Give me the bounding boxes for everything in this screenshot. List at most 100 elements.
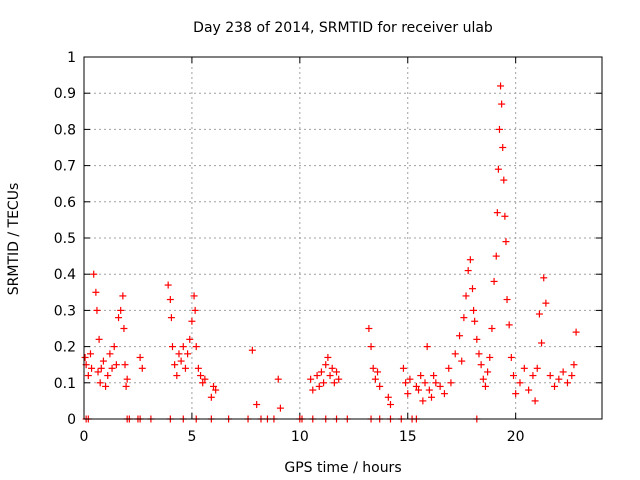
data-point: [568, 372, 576, 380]
data-point: [322, 361, 330, 369]
data-point: [201, 375, 209, 383]
grid-lines: [84, 57, 602, 419]
data-point: [173, 372, 181, 380]
data-point: [445, 364, 453, 372]
data-point: [479, 375, 487, 383]
data-point: [371, 375, 379, 383]
data-point: [324, 353, 332, 361]
data-point: [470, 306, 478, 314]
y-tick-label: 0.7: [54, 159, 76, 175]
data-point: [440, 390, 448, 398]
data-point: [102, 382, 110, 390]
data-point: [121, 361, 129, 369]
data-point: [122, 382, 130, 390]
data-point: [512, 390, 520, 398]
data-point: [473, 335, 481, 343]
data-point: [210, 382, 217, 390]
data-point: [501, 212, 509, 220]
data-point: [399, 364, 407, 372]
data-point: [419, 397, 427, 405]
data-point: [458, 357, 466, 365]
data-point: [551, 382, 559, 390]
y-tick-label: 0.4: [54, 267, 76, 283]
data-point: [90, 270, 98, 278]
data-point: [559, 368, 567, 376]
data-point: [498, 100, 506, 108]
data-point: [507, 353, 515, 361]
data-point: [136, 353, 144, 361]
data-point: [84, 372, 92, 380]
data-point: [386, 401, 394, 409]
data-point: [274, 375, 282, 383]
x-tick-label: 0: [80, 429, 89, 445]
data-point: [181, 364, 189, 372]
data-point: [95, 335, 103, 343]
data-point: [374, 368, 382, 376]
data-point: [570, 361, 578, 369]
data-point: [516, 379, 524, 387]
axis-ticks: 00.10.20.30.40.50.60.70.80.910 5 10 15 20: [54, 50, 602, 445]
data-point: [367, 343, 375, 351]
plot-frame: [83, 56, 603, 420]
x-tick-label: 5: [187, 429, 196, 445]
data-point: [533, 364, 541, 372]
data-point: [447, 379, 455, 387]
data-point: [493, 209, 501, 217]
data-point: [192, 343, 200, 351]
data-point: [184, 350, 192, 358]
data-point: [555, 375, 563, 383]
data-point: [168, 343, 176, 351]
data-point: [248, 346, 256, 354]
data-point: [481, 382, 489, 390]
data-point: [546, 372, 554, 380]
data-point: [194, 364, 202, 372]
data-point: [484, 368, 492, 376]
data-point: [320, 379, 328, 387]
data-point: [423, 343, 431, 351]
data-point: [207, 393, 215, 401]
data-point: [335, 375, 343, 383]
data-point: [88, 364, 96, 372]
data-point: [505, 321, 513, 329]
data-point: [166, 296, 174, 304]
data-point: [276, 404, 284, 412]
data-point: [313, 372, 321, 380]
data-points: [81, 82, 580, 423]
data-point: [529, 372, 537, 380]
data-point: [190, 292, 198, 300]
data-point: [330, 379, 338, 387]
data-point: [406, 375, 414, 383]
data-point: [365, 325, 373, 332]
data-point: [119, 292, 127, 300]
data-point: [81, 353, 89, 361]
data-point: [123, 375, 131, 383]
data-point: [500, 176, 508, 184]
data-point: [326, 372, 334, 380]
data-point: [97, 364, 105, 372]
data-point: [197, 372, 205, 380]
data-point: [86, 350, 94, 358]
data-point: [175, 350, 183, 358]
data-point: [471, 317, 479, 325]
data-point: [417, 372, 425, 380]
data-point: [503, 296, 511, 304]
data-point: [177, 357, 185, 365]
data-point: [462, 292, 470, 300]
data-point: [488, 325, 496, 332]
data-point: [425, 386, 433, 394]
data-point: [497, 82, 505, 90]
chart-title: Day 238 of 2014, SRMTID for receiver ula…: [193, 20, 493, 36]
data-point: [120, 325, 128, 332]
x-tick-label: 10: [291, 429, 309, 445]
data-point: [171, 361, 179, 369]
data-point: [138, 364, 146, 372]
y-tick-label: 0.3: [54, 303, 76, 319]
data-point: [538, 339, 546, 347]
data-point: [432, 379, 440, 387]
data-point: [94, 368, 102, 376]
data-point: [572, 328, 580, 336]
data-point: [402, 379, 410, 387]
data-point: [412, 382, 420, 390]
data-point: [307, 375, 315, 383]
